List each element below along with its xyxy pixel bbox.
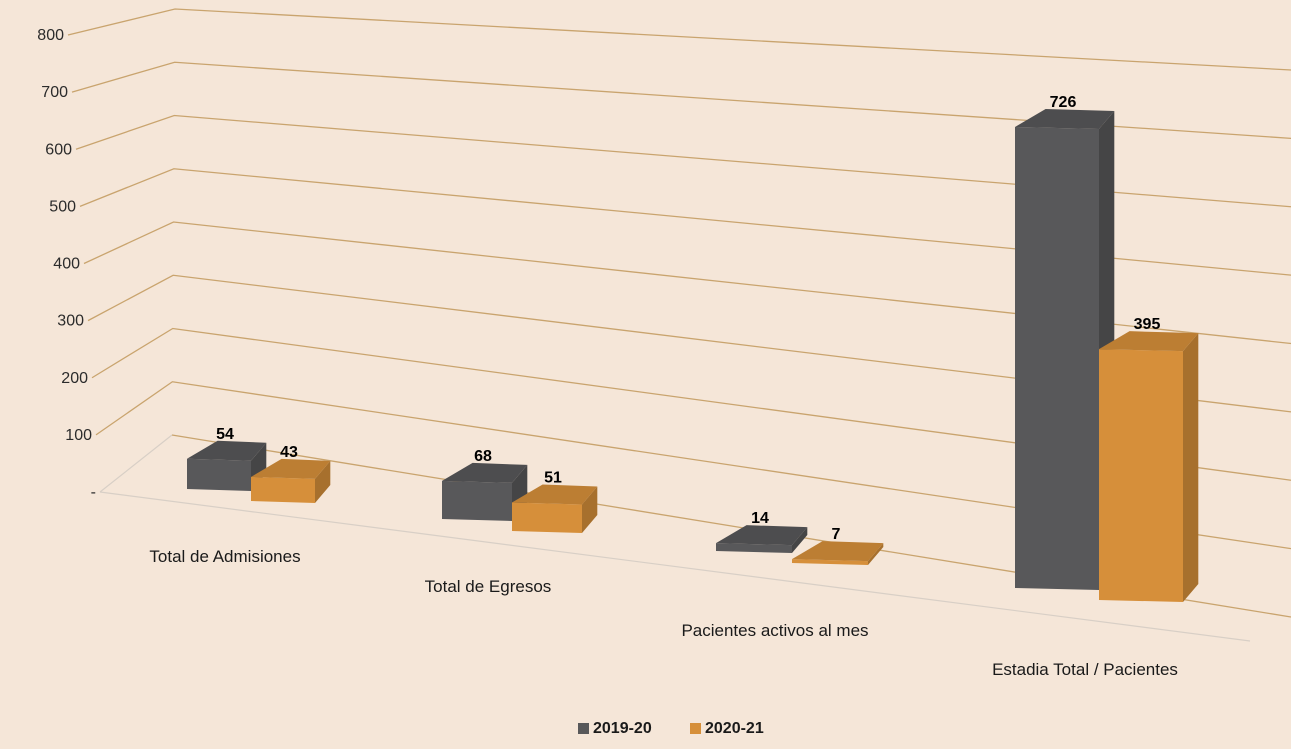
legend: 2019-20 2020-21 bbox=[578, 720, 764, 737]
legend-item: 2019-20 bbox=[578, 720, 652, 737]
bar-front-face bbox=[512, 502, 582, 533]
data-label: 726 bbox=[1050, 94, 1077, 111]
data-label: 14 bbox=[751, 510, 769, 527]
data-label: 7 bbox=[832, 526, 841, 543]
legend-label: 2019-20 bbox=[593, 720, 652, 737]
category-label: Total de Admisiones bbox=[149, 547, 300, 566]
bar-top-face bbox=[1015, 108, 1115, 129]
data-label: 395 bbox=[1134, 316, 1161, 333]
bar-front-face bbox=[1015, 126, 1099, 591]
category-labels: Total de Admisiones Total de Egresos Pacie… bbox=[149, 547, 1178, 679]
bar-front-face bbox=[442, 480, 512, 521]
bar-top-face bbox=[1099, 331, 1199, 352]
y-tick-label: - bbox=[91, 484, 96, 501]
bar-top-face bbox=[251, 458, 331, 479]
bar-2020-21 bbox=[792, 541, 884, 565]
gridline bbox=[91, 327, 1291, 481]
bar-2020-21 bbox=[512, 484, 598, 533]
floor-edge bbox=[99, 434, 173, 493]
data-label: 54 bbox=[216, 426, 234, 443]
gridline bbox=[95, 381, 1291, 550]
gridline bbox=[67, 8, 1291, 71]
legend-label: 2020-21 bbox=[705, 720, 764, 737]
bar-side-face bbox=[1183, 333, 1199, 602]
legend-swatch bbox=[578, 723, 589, 734]
bar-front-face bbox=[251, 476, 315, 503]
legend-item: 2020-21 bbox=[690, 720, 764, 737]
y-tick-label: 500 bbox=[49, 198, 76, 215]
bar-side-face bbox=[582, 486, 598, 533]
bar-front-face bbox=[1099, 349, 1183, 602]
y-tick-label: 300 bbox=[57, 313, 84, 330]
bar-side-face bbox=[868, 543, 884, 565]
floor-front-edge bbox=[99, 491, 1251, 642]
bar-front-face bbox=[716, 543, 792, 553]
bar-front-face bbox=[187, 458, 251, 491]
bar-top-face bbox=[716, 525, 808, 546]
bar-2020-21 bbox=[251, 458, 331, 503]
bars bbox=[187, 108, 1199, 602]
y-tick-label: 100 bbox=[65, 427, 92, 444]
y-tick-label: 700 bbox=[41, 84, 68, 101]
bar-top-face bbox=[792, 541, 884, 562]
y-tick-label: 200 bbox=[61, 370, 88, 387]
data-label: 51 bbox=[544, 469, 562, 486]
bar-2020-21 bbox=[1099, 331, 1199, 602]
data-labels: 54 43 68 51 14 7 726 395 bbox=[216, 94, 1160, 543]
gridline bbox=[71, 61, 1291, 140]
bar-side-face bbox=[792, 527, 808, 553]
gridline bbox=[75, 114, 1291, 208]
y-tick-label: 800 bbox=[37, 27, 64, 44]
gridline bbox=[87, 274, 1291, 413]
category-label: Pacientes activos al mes bbox=[681, 621, 868, 640]
gridlines bbox=[67, 8, 1291, 642]
y-axis: - 100 200 300 400 500 600 700 800 bbox=[37, 27, 96, 501]
gridline bbox=[79, 168, 1291, 276]
bar-side-face bbox=[315, 460, 331, 503]
bar-front-face bbox=[792, 559, 868, 565]
category-label: Total de Egresos bbox=[425, 577, 552, 596]
bar-top-face bbox=[512, 484, 598, 505]
bar-top-face bbox=[187, 440, 267, 461]
data-label: 43 bbox=[280, 444, 298, 461]
y-tick-label: 600 bbox=[45, 141, 72, 158]
legend-swatch bbox=[690, 723, 701, 734]
data-label: 68 bbox=[474, 448, 492, 465]
y-tick-label: 400 bbox=[53, 256, 80, 273]
bar-top-face bbox=[442, 462, 528, 483]
gridline bbox=[83, 221, 1291, 345]
category-label: Estadia Total / Pacientes bbox=[992, 660, 1178, 679]
bar-2019-20 bbox=[716, 525, 808, 553]
